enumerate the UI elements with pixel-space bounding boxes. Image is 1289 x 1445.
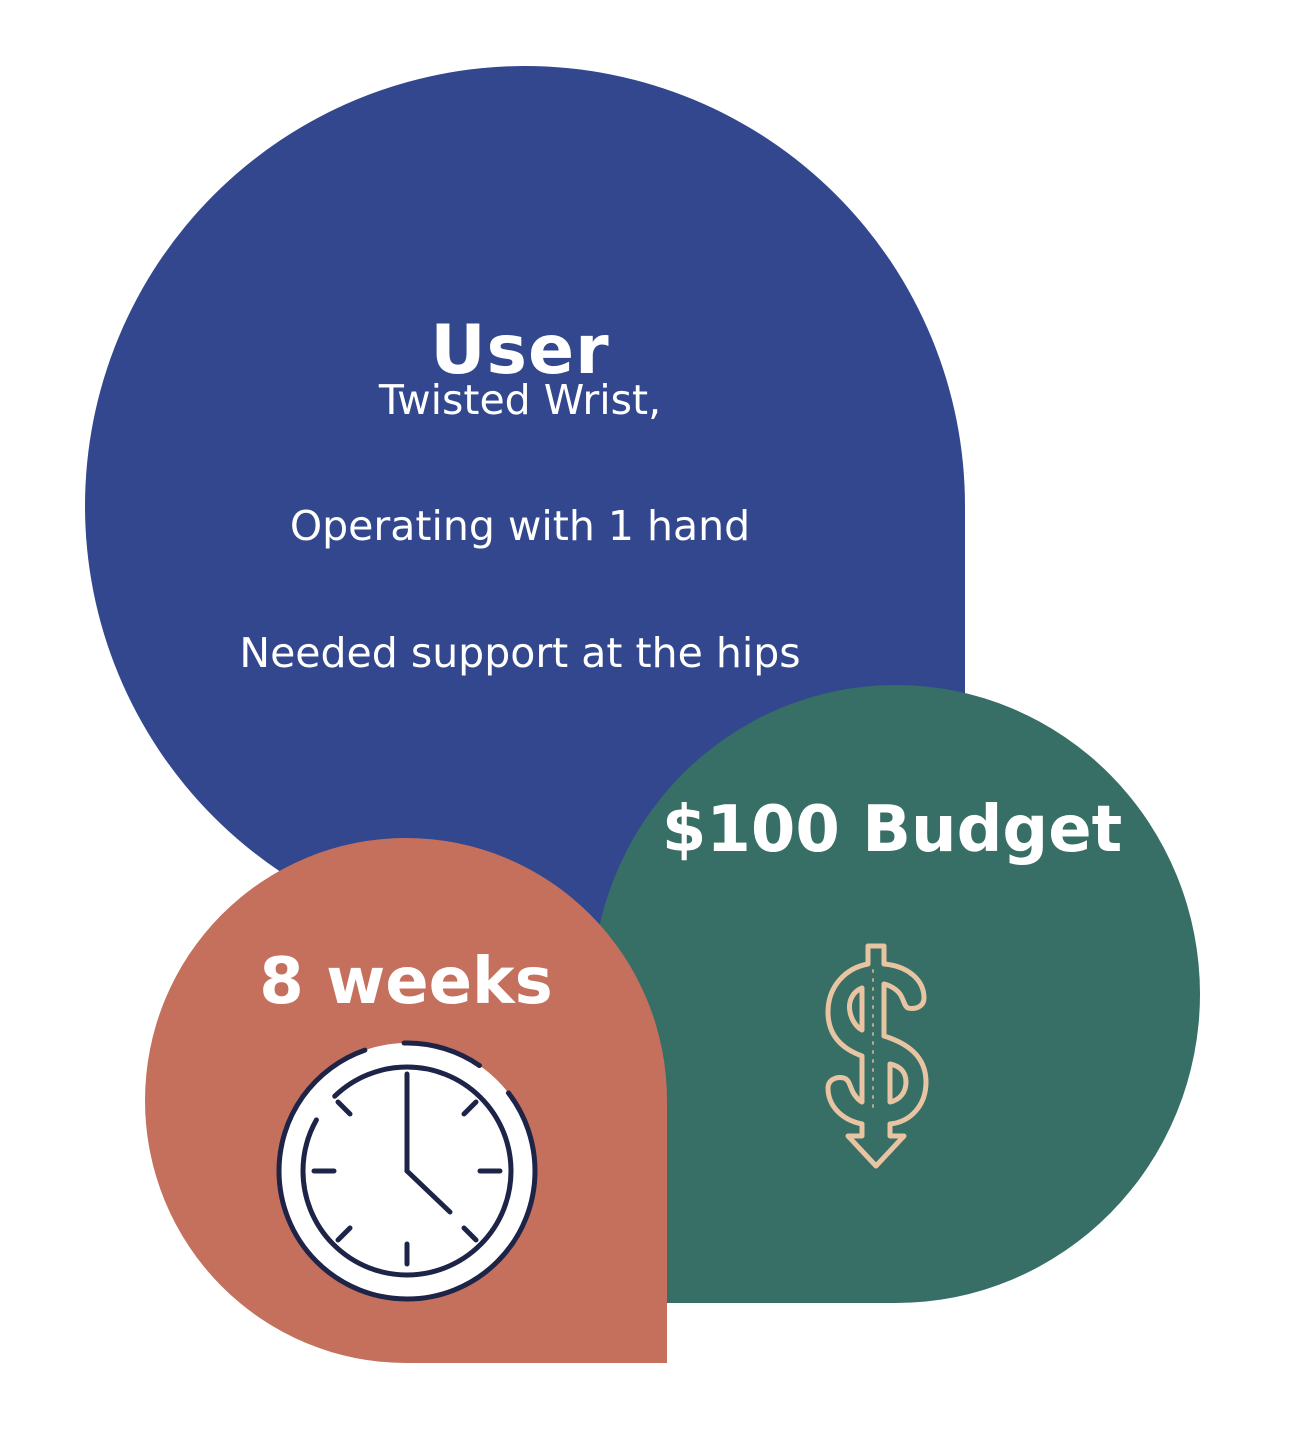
user-title: User <box>430 311 610 390</box>
clock-icon <box>276 1040 538 1302</box>
user-line-hips: Needed support at the hips <box>239 629 801 677</box>
user-line-one-hand: Operating with 1 hand <box>289 502 751 550</box>
user-line-wrist: Twisted Wrist, <box>378 376 662 424</box>
budget-title: $100 Budget <box>661 793 1123 867</box>
timeline-blob: 8 weeks <box>145 838 667 1363</box>
timeline-title: 8 weeks <box>259 945 553 1019</box>
user-blob: User Twisted Wrist, Operating with 1 han… <box>85 66 965 946</box>
budget-blob: $100 Budget <box>592 685 1200 1303</box>
dollar-down-arrow-icon <box>825 943 929 1169</box>
